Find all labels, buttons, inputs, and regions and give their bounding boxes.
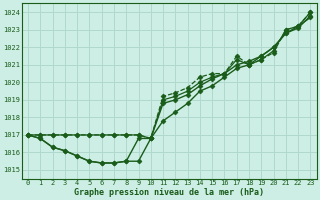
X-axis label: Graphe pression niveau de la mer (hPa): Graphe pression niveau de la mer (hPa)	[74, 188, 264, 197]
